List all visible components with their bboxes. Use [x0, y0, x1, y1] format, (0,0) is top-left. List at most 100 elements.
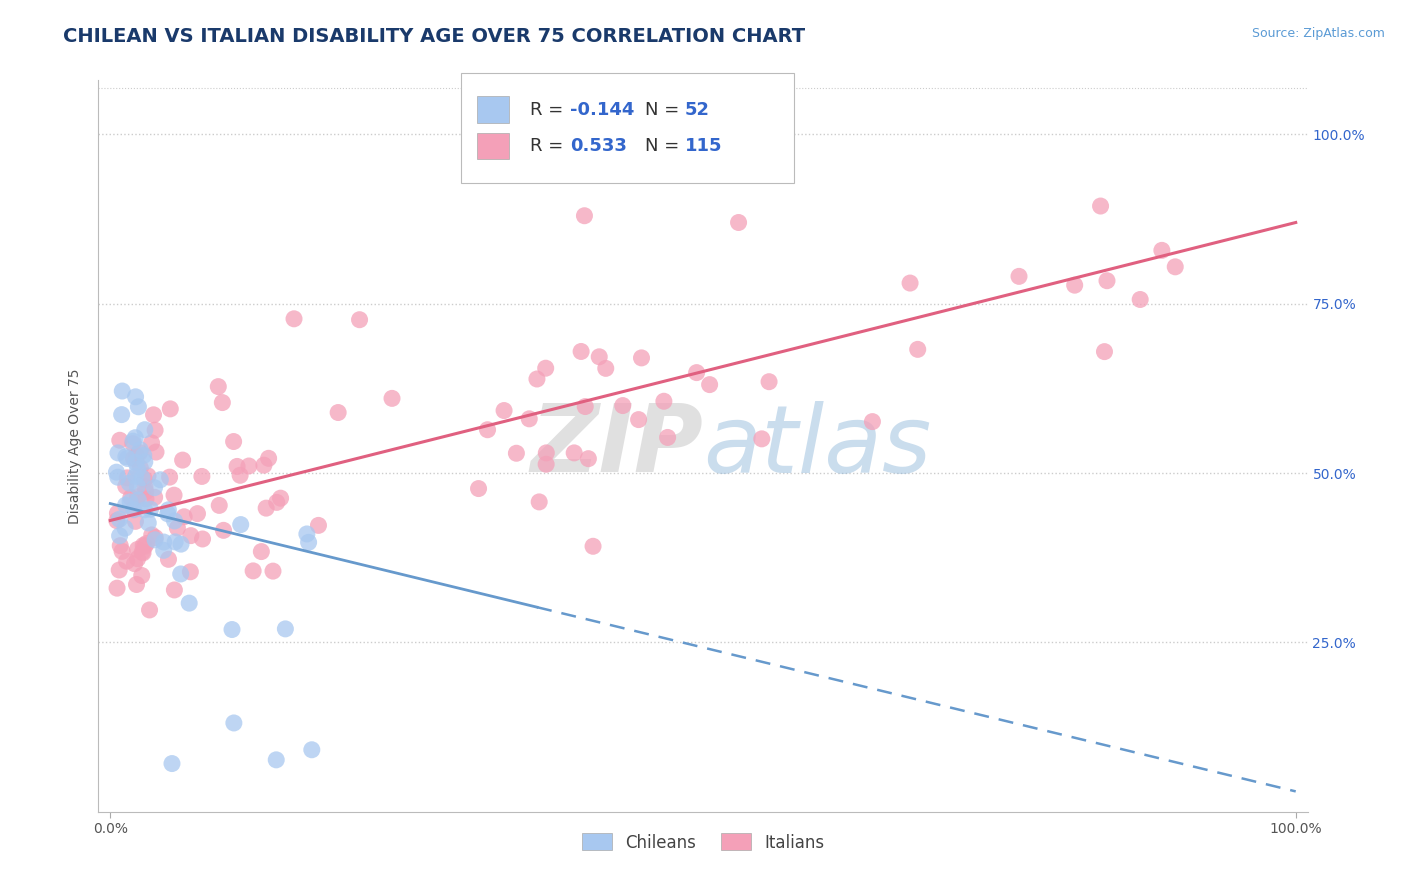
Point: [117, 451, 139, 466]
Point: [505, 446, 527, 460]
Point: [1090, 199, 1112, 213]
Point: [159, 470, 181, 484]
Point: [527, 495, 550, 509]
Point: [301, 743, 323, 757]
Point: [699, 377, 721, 392]
Text: R =: R =: [530, 137, 569, 155]
Point: [131, 545, 153, 559]
Point: [588, 350, 610, 364]
Point: [108, 529, 131, 543]
Point: [221, 623, 243, 637]
Point: [179, 565, 201, 579]
Point: [467, 482, 489, 496]
Text: 115: 115: [685, 137, 723, 155]
Point: [108, 512, 131, 526]
Point: [862, 415, 884, 429]
Point: [595, 361, 617, 376]
Point: [163, 514, 186, 528]
Point: [907, 343, 929, 357]
Point: [122, 451, 145, 466]
Point: [173, 509, 195, 524]
Point: [576, 451, 599, 466]
FancyBboxPatch shape: [477, 133, 509, 160]
Point: [536, 446, 558, 460]
FancyBboxPatch shape: [477, 96, 509, 123]
Point: [124, 455, 146, 469]
Point: [630, 351, 652, 365]
Point: [229, 517, 252, 532]
Point: [751, 432, 773, 446]
Point: [121, 436, 143, 450]
Point: [157, 503, 180, 517]
Point: [283, 311, 305, 326]
Point: [627, 412, 650, 426]
Point: [157, 552, 180, 566]
Point: [163, 488, 186, 502]
Point: [111, 408, 134, 422]
Point: [136, 469, 159, 483]
Point: [657, 430, 679, 444]
Point: [222, 434, 245, 449]
Point: [1150, 244, 1173, 258]
Point: [143, 481, 166, 495]
Text: R =: R =: [530, 101, 569, 119]
Point: [141, 435, 163, 450]
Point: [1095, 274, 1118, 288]
Point: [562, 446, 585, 460]
Point: [180, 528, 202, 542]
Point: [253, 458, 276, 472]
Point: [143, 491, 166, 505]
Text: ZIP: ZIP: [530, 400, 703, 492]
Point: [262, 564, 284, 578]
Point: [264, 753, 287, 767]
Point: [226, 459, 249, 474]
Point: [124, 514, 146, 528]
Legend: Chileans, Italians: Chileans, Italians: [575, 827, 831, 858]
Point: [163, 582, 186, 597]
Point: [211, 395, 233, 409]
Point: [212, 524, 235, 538]
Point: [145, 445, 167, 459]
Point: [179, 596, 201, 610]
Y-axis label: Disability Age Over 75: Disability Age Over 75: [69, 368, 83, 524]
Point: [349, 312, 371, 326]
Point: [685, 366, 707, 380]
Point: [105, 581, 128, 595]
Point: [152, 543, 174, 558]
Point: [758, 375, 780, 389]
Point: [142, 408, 165, 422]
Point: [105, 465, 128, 479]
Point: [127, 551, 149, 566]
Point: [114, 479, 136, 493]
Point: [139, 502, 162, 516]
Point: [120, 495, 142, 509]
Point: [127, 490, 149, 504]
Point: [124, 431, 146, 445]
Point: [1129, 293, 1152, 307]
Point: [136, 516, 159, 530]
FancyBboxPatch shape: [461, 73, 793, 183]
Point: [107, 506, 129, 520]
Text: N =: N =: [645, 101, 685, 119]
Point: [132, 539, 155, 553]
Point: [120, 491, 142, 505]
Point: [229, 468, 252, 483]
Point: [134, 539, 156, 553]
Point: [111, 384, 134, 398]
Point: [254, 501, 277, 516]
Point: [186, 507, 208, 521]
Point: [132, 546, 155, 560]
Text: atlas: atlas: [703, 401, 931, 491]
Point: [266, 495, 288, 509]
Point: [131, 471, 153, 485]
Point: [128, 445, 150, 459]
Point: [494, 403, 516, 417]
Point: [222, 715, 245, 730]
Point: [135, 491, 157, 506]
Point: [477, 423, 499, 437]
Point: [143, 531, 166, 545]
Point: [115, 471, 138, 485]
Point: [114, 498, 136, 512]
Point: [134, 503, 156, 517]
Point: [108, 563, 131, 577]
